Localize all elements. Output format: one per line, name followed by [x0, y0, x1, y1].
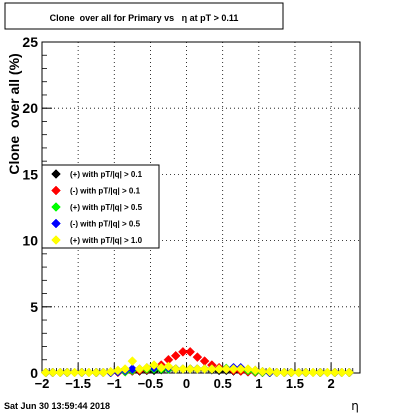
- x-tick-label: −2: [35, 376, 50, 391]
- data-point-series-5: [127, 356, 138, 366]
- data-point-series-5: [214, 364, 224, 374]
- y-tick-label: 0: [30, 365, 38, 381]
- data-point-series-5: [76, 367, 87, 378]
- data-point-series-5: [62, 367, 73, 378]
- data-point-series-5: [206, 364, 217, 374]
- data-point-series-5: [221, 364, 232, 374]
- data-point-series-5: [178, 364, 188, 374]
- data-point-series-5: [293, 367, 304, 378]
- data-point-series-5: [279, 367, 289, 378]
- legend-marker: [51, 169, 61, 179]
- data-point-series-2: [178, 346, 188, 357]
- title-box: [4, 2, 284, 30]
- legend: (+) with pT/|q| > 0.1 (-) with pT/|q| > 0…: [41, 164, 160, 249]
- data-point-series-5: [91, 367, 102, 378]
- y-tick-label: 10: [22, 233, 38, 249]
- x-tick-label: −1.5: [65, 376, 91, 391]
- data-point-series-5: [228, 364, 239, 374]
- data-point-series-5: [344, 367, 355, 378]
- y-tick-label: 20: [22, 100, 38, 116]
- legend-marker: [51, 235, 61, 245]
- data-point-series-2: [185, 346, 196, 357]
- data-point-series-5: [69, 367, 80, 378]
- data-point-series-2: [170, 350, 181, 361]
- y-tick-label: 5: [30, 299, 38, 315]
- data-point-series-5: [264, 366, 275, 377]
- x-tick-labels: −2 −1.5 −1 −0.5 0 0.5 1 1.5 2: [35, 376, 335, 391]
- legend-marker: [51, 185, 61, 196]
- legend-box: [41, 164, 160, 249]
- data-point-series-5: [315, 367, 326, 378]
- data-point-series-5: [243, 364, 253, 374]
- y-tick-labels: 0 5 10 15 20 25: [22, 34, 38, 381]
- x-tick-label: −0.5: [138, 376, 164, 391]
- data-point-series-5: [185, 364, 196, 374]
- data-point-series-5: [235, 364, 246, 374]
- legend-marker: [51, 218, 61, 229]
- data-point-series-4: [127, 364, 138, 374]
- data-point-series-2: [192, 352, 203, 362]
- data-point-series-5: [250, 365, 261, 376]
- data-point-series-5: [163, 361, 174, 372]
- data-point-series-5: [329, 367, 340, 378]
- data-point-series-5: [322, 367, 333, 378]
- data-point-series-5: [308, 367, 318, 378]
- y-axis-label: Clone over all (%): [6, 53, 22, 174]
- data-point-series-5: [47, 367, 58, 378]
- timestamp: Sat Jun 30 13:59:44 2018: [4, 401, 110, 411]
- chart-title: Clone over all for Primary vs η at pT > …: [50, 13, 239, 23]
- x-tick-label: 0: [183, 376, 190, 391]
- data-point-series-5: [192, 364, 203, 374]
- data-point-series-5: [257, 366, 268, 377]
- y-tick-label: 25: [22, 34, 38, 50]
- x-tick-label: 1.5: [286, 376, 304, 391]
- data-point-series-5: [337, 367, 347, 378]
- data-point-series-5: [149, 360, 159, 370]
- data-point-series-5: [141, 362, 152, 373]
- y-tick-label: 15: [22, 166, 38, 182]
- data-markers: [40, 346, 355, 378]
- data-point-series-5: [170, 364, 181, 374]
- legend-marker: [51, 202, 61, 212]
- legend-label: (-) with pT/|q| > 0.1: [70, 187, 141, 196]
- x-tick-label: −1: [107, 376, 122, 391]
- data-point-series-5: [199, 364, 210, 374]
- data-point-series-5: [120, 364, 130, 374]
- x-tick-label: 2: [327, 376, 334, 391]
- legend-label: (+) with pT/|q| > 0.5: [70, 203, 143, 212]
- x-axis-label: η: [351, 399, 359, 413]
- legend-label: (+) with pT/|q| > 1.0: [70, 236, 143, 245]
- legend-label: (+) with pT/|q| > 0.1: [70, 170, 143, 179]
- legend-label: (-) with pT/|q| > 0.5: [70, 220, 141, 229]
- data-point-series-5: [40, 367, 51, 378]
- data-point-series-5: [286, 367, 297, 378]
- x-tick-label: 1: [255, 376, 262, 391]
- data-point-series-5: [98, 367, 109, 378]
- data-point-series-5: [300, 367, 311, 378]
- data-point-series-5: [84, 367, 94, 378]
- data-point-series-5: [55, 367, 65, 378]
- data-point-series-5: [272, 367, 282, 378]
- x-tick-label: 0.5: [214, 376, 232, 391]
